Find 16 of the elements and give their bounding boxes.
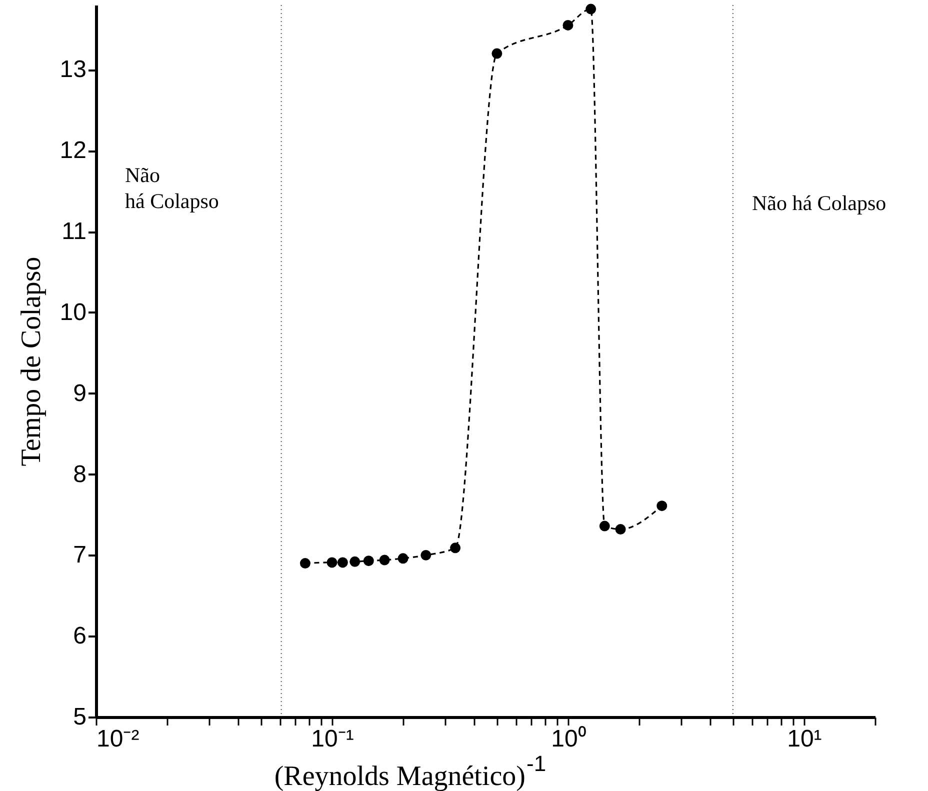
y-tick-label: 12 bbox=[60, 137, 86, 164]
y-tick-label: 7 bbox=[73, 542, 86, 569]
annotation: Não há Colapso bbox=[125, 163, 219, 213]
x-tick-label: 10⁻¹ bbox=[311, 726, 354, 752]
y-tick-label: 5 bbox=[73, 704, 86, 730]
x-tick-label: 10⁻² bbox=[96, 726, 140, 752]
y-tick-label: 13 bbox=[60, 56, 86, 84]
y-tick-label: 6 bbox=[73, 622, 86, 650]
x-tick-label: 10⁰ bbox=[551, 726, 586, 752]
annotation: Não há Colapso bbox=[752, 191, 886, 215]
y-tick-label: 10 bbox=[60, 298, 86, 326]
y-tick-label: 8 bbox=[73, 460, 86, 488]
x-tick-label: 10¹ bbox=[787, 726, 822, 752]
y-tick-label: 9 bbox=[73, 380, 86, 407]
y-axis-title: Tempo de Colapso bbox=[16, 256, 47, 466]
y-tick-label: 11 bbox=[62, 218, 86, 246]
